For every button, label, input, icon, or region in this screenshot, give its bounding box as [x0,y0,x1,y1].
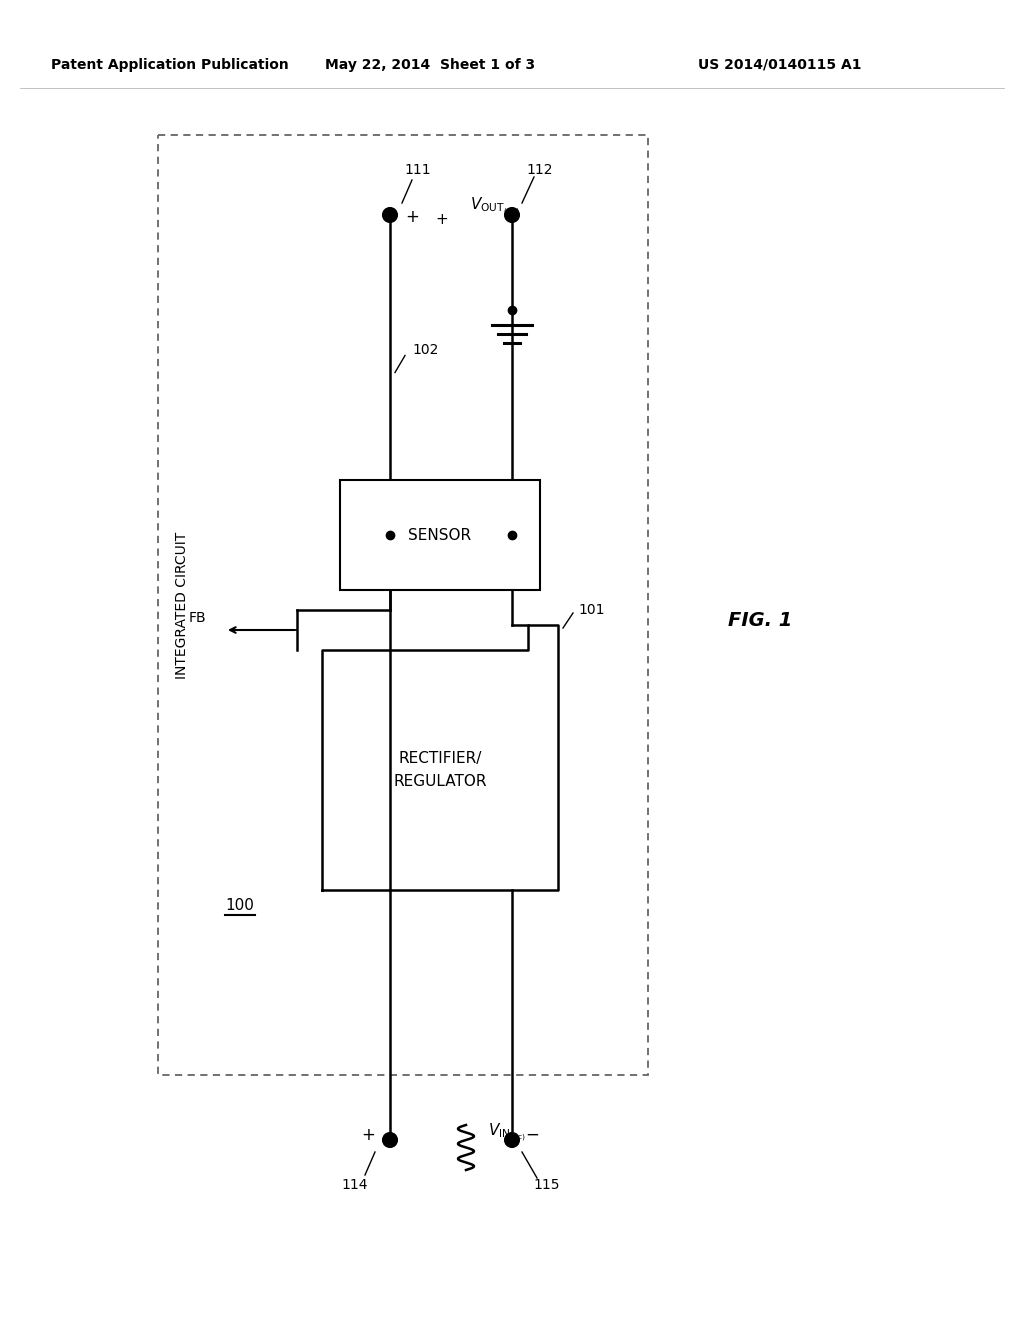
Text: 112: 112 [526,162,553,177]
Text: 101: 101 [578,603,604,616]
Text: Patent Application Publication: Patent Application Publication [51,58,289,73]
Circle shape [505,1133,519,1147]
Text: 111: 111 [404,162,431,177]
Text: 115: 115 [534,1177,560,1192]
Text: REGULATOR: REGULATOR [393,775,486,789]
Circle shape [383,209,397,222]
Text: INTEGRATED CIRCUIT: INTEGRATED CIRCUIT [175,532,189,678]
Circle shape [383,1133,397,1147]
Text: +: + [361,1126,375,1144]
Bar [158,135,648,1074]
Polygon shape [322,624,558,890]
Text: $V_{\mathrm{OUT_{(dc)}}}$: $V_{\mathrm{OUT_{(dc)}}}$ [470,195,519,218]
Text: 114: 114 [342,1177,369,1192]
Text: +: + [406,209,419,226]
Text: $V_{\mathrm{IN_{(ac)}}}$: $V_{\mathrm{IN_{(ac)}}}$ [488,1122,525,1143]
Text: FB: FB [188,611,206,624]
Text: 102: 102 [412,342,438,356]
Text: −: − [525,1126,539,1144]
Text: RECTIFIER/: RECTIFIER/ [398,751,481,766]
Text: US 2014/0140115 A1: US 2014/0140115 A1 [698,58,862,73]
Text: 100: 100 [225,898,254,912]
Text: SENSOR: SENSOR [409,528,472,543]
Bar [340,480,540,590]
Text: FIG. 1: FIG. 1 [728,610,793,630]
Circle shape [505,209,519,222]
Text: $+$: $+$ [435,213,449,227]
Text: May 22, 2014  Sheet 1 of 3: May 22, 2014 Sheet 1 of 3 [325,58,536,73]
